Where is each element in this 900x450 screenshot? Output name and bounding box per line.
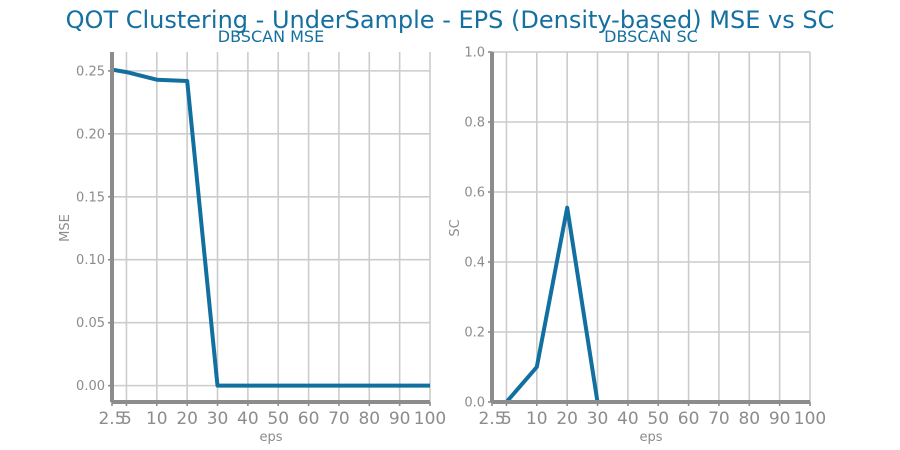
mse-x-tick-label: 100 — [414, 409, 446, 429]
sc-x-tick-label: 70 — [708, 409, 730, 429]
sc-x-tick-label: 10 — [526, 409, 548, 429]
mse-x-tick-label: 2.5 — [98, 409, 125, 429]
sc-series-line — [504, 205, 810, 402]
sc-x-ticks: 2.55 10 20 30 40 50 60 70 80 90 100 — [478, 402, 826, 429]
sc-y-tick-label: 0.6 — [464, 186, 485, 201]
sc-x-tick-label: 90 — [769, 409, 791, 429]
sc-x-tick-label: 80 — [738, 409, 760, 429]
mse-x-tick-label: 20 — [176, 409, 198, 429]
sc-y-ticks: 0.0 0.2 0.4 0.6 0.8 1.0 — [464, 46, 492, 411]
sc-plot-area — [504, 205, 810, 402]
sc-x-axis-label: eps — [639, 430, 662, 445]
mse-series-line — [112, 67, 430, 388]
mse-x-axis-label: eps — [259, 430, 282, 445]
sc-y-tick-label: 0.0 — [464, 396, 485, 411]
mse-panel: DBSCAN MSE 0.000.050.100.150.200.25 2.55… — [58, 27, 446, 445]
mse-panel-title: DBSCAN MSE — [218, 27, 324, 46]
mse-y-tick-label: 0.15 — [76, 190, 105, 205]
sc-axes — [490, 52, 810, 404]
sc-x-tick-label: 2.5 — [478, 409, 505, 429]
mse-x-tick-label: 80 — [358, 409, 380, 429]
mse-x-tick-label: 40 — [237, 409, 259, 429]
mse-x-tick-label: 70 — [328, 409, 350, 429]
mse-y-tick-label: 0.25 — [76, 64, 105, 79]
mse-x-tick-label: 60 — [298, 409, 320, 429]
mse-x-tick-label: 50 — [267, 409, 289, 429]
mse-x-tick-label: 10 — [146, 409, 168, 429]
sc-grid — [491, 51, 811, 403]
mse-grid — [111, 52, 431, 402]
mse-y-tick-label: 0.05 — [76, 316, 105, 331]
sc-x-tick-label: 40 — [617, 409, 639, 429]
sc-x-tick-label: 60 — [678, 409, 700, 429]
mse-x-tick-label: 30 — [207, 409, 229, 429]
sc-x-tick-label: 30 — [587, 409, 609, 429]
figure-title: QOT Clustering - UnderSample - EPS (Dens… — [66, 6, 835, 34]
mse-y-ticks: 0.00 0.05 0.10 0.15 0.20 0.25 — [76, 64, 112, 394]
sc-y-tick-label: 0.2 — [464, 326, 485, 341]
sc-x-tick-label: 20 — [556, 409, 578, 429]
mse-x-tick-label: 90 — [389, 409, 411, 429]
mse-x-ticks: 2.55 10 20 30 40 50 60 70 80 90 100 — [98, 402, 446, 429]
sc-y-axis-label: SC — [448, 219, 463, 236]
mse-axes — [110, 52, 430, 404]
sc-y-tick-label: 1.0 — [464, 46, 485, 61]
sc-y-tick-label: 0.4 — [464, 256, 485, 271]
mse-y-axis-label: MSE — [58, 214, 73, 242]
sc-x-tick-label: 100 — [794, 409, 826, 429]
mse-y-tick-label: 0.10 — [76, 253, 105, 268]
mse-plot-area — [112, 67, 430, 388]
mse-y-tick-label: 0.20 — [76, 127, 105, 142]
sc-panel-title: DBSCAN SC — [604, 27, 698, 46]
sc-y-tick-label: 0.8 — [464, 116, 485, 131]
mse-x-tick-label: 5 — [121, 409, 132, 429]
sc-panel: DBSCAN SC 0.0 0.2 0.4 0.6 0.8 1.0 2.55 10 20 30 4… — [448, 27, 826, 445]
sc-x-tick-label: 50 — [647, 409, 669, 429]
sc-x-tick-label: 5 — [501, 409, 512, 429]
mse-y-tick-label: 0.00 — [76, 379, 105, 394]
